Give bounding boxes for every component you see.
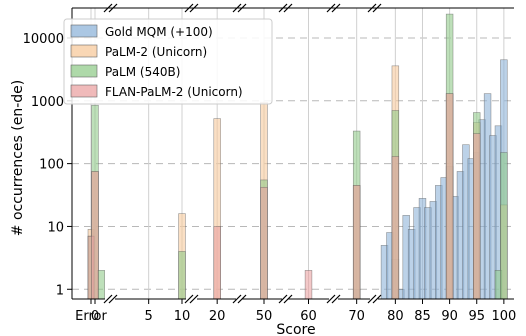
- bar-series-3: [304, 270, 313, 300]
- legend-label: PaLM-2 (Unicorn): [105, 45, 207, 59]
- bar-series-3: [91, 171, 99, 300]
- bar-series-3: [352, 185, 361, 300]
- legend-label: PaLM (540B): [105, 65, 180, 79]
- bar-series-2: [500, 152, 508, 300]
- axis-break-mark-bottom: [372, 294, 382, 304]
- x-tick-label: 10: [174, 309, 191, 324]
- legend-frame: [63, 18, 273, 105]
- x-tick-label: Error: [75, 309, 107, 324]
- axis-break-mark-bottom: [331, 294, 341, 304]
- legend-label: FLAN-PaLM-2 (Unicorn): [105, 85, 243, 99]
- legend-swatch: [70, 64, 98, 78]
- axis-break-mark-bottom: [184, 294, 194, 304]
- axis-break-mark-bottom: [232, 294, 242, 304]
- x-tick-label: 0: [91, 309, 99, 324]
- bar-series-3: [473, 133, 481, 300]
- bars: [87, 13, 508, 300]
- legend-swatch: [70, 84, 98, 98]
- legend-label: Gold MQM (+100): [105, 25, 213, 39]
- y-tick-label: 1000: [31, 95, 64, 110]
- x-tick-label: 90: [441, 309, 458, 324]
- axis-break-mark-bottom: [103, 294, 113, 304]
- axis-break-mark-bottom: [189, 294, 199, 304]
- y-ticks: 1 10 100 1000 10000: [23, 32, 72, 298]
- bar-series-3: [213, 226, 221, 300]
- bar-series-3: [260, 186, 268, 300]
- axis-break-mark-bottom: [108, 294, 118, 304]
- y-tick-label: 10000: [23, 32, 64, 47]
- y-tick-label: 100: [39, 158, 64, 173]
- x-tick-label: 5: [145, 309, 153, 324]
- bar-series-3: [391, 156, 400, 300]
- x-axis-title: Score: [276, 322, 315, 336]
- x-tick-label: 70: [348, 309, 365, 324]
- axis-break-mark-bottom: [367, 294, 377, 304]
- legend: Gold MQM (+100) PaLM-2 (Unicorn) PaLM (540…: [63, 18, 273, 105]
- y-tick-label: 1: [56, 283, 64, 298]
- axis-break-mark-bottom: [237, 294, 247, 304]
- y-tick-label: 10: [47, 220, 64, 235]
- x-tick-label: 50: [256, 309, 273, 324]
- x-tick-label: 60: [300, 309, 317, 324]
- axis-break-mark-bottom: [278, 294, 288, 304]
- x-tick-label: 80: [387, 309, 404, 324]
- x-tick-label: 100: [491, 309, 516, 324]
- y-axis-title: # occurrences (en-de): [10, 80, 26, 236]
- x-tick-label: 20: [209, 309, 226, 324]
- legend-swatch: [70, 44, 98, 58]
- bar-series-2: [97, 270, 105, 300]
- bar-series-2: [178, 251, 186, 300]
- x-tick-label: 85: [414, 309, 431, 324]
- axis-breaks: [72, 3, 514, 304]
- axis-break-mark-bottom: [283, 294, 293, 304]
- x-tick-label: 95: [468, 309, 485, 324]
- axis-break-mark-bottom: [326, 294, 336, 304]
- legend-swatch: [70, 24, 98, 38]
- bar-series-3: [445, 93, 454, 300]
